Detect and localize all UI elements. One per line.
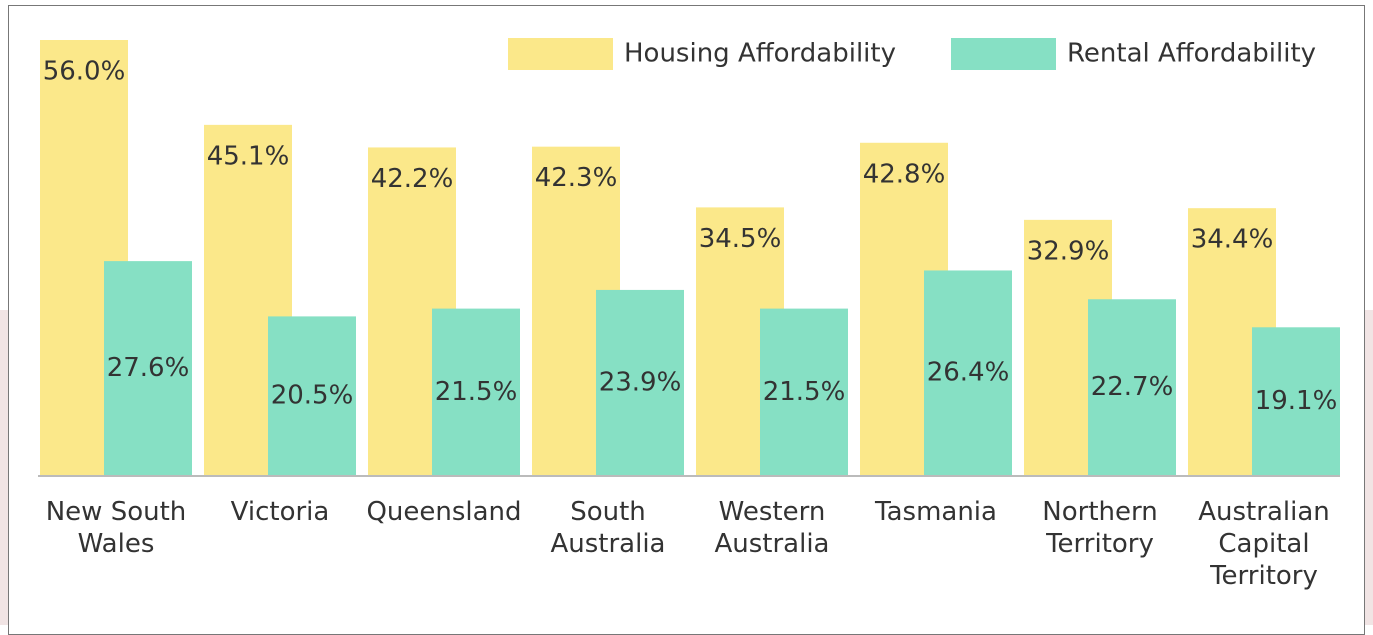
bar (760, 308, 848, 476)
value-label: 34.5% (699, 224, 782, 254)
value-label: 42.2% (371, 164, 454, 194)
bar (1252, 327, 1340, 476)
x-tick-label: Australian Capital Territory (1198, 497, 1330, 591)
x-tick-label: Victoria (230, 497, 330, 527)
x-tick-label: Northern Territory (1042, 497, 1158, 559)
x-tick-label: Tasmania (875, 497, 997, 527)
value-label: 42.3% (535, 163, 618, 193)
value-label: 42.8% (863, 159, 946, 189)
background-strip (0, 310, 8, 625)
legend-label: Rental Affordability (1067, 39, 1316, 69)
legend-swatch (951, 38, 1056, 70)
value-label: 45.1% (207, 141, 290, 171)
value-label: 20.5% (271, 381, 354, 411)
value-label: 21.5% (435, 377, 518, 407)
value-label: 19.1% (1255, 386, 1338, 416)
bar (268, 316, 356, 476)
x-tick-label: Queensland (366, 497, 522, 527)
legend-label: Housing Affordability (624, 39, 896, 69)
bar (924, 270, 1012, 476)
background-strip (1365, 310, 1373, 625)
value-label: 23.9% (599, 367, 682, 397)
x-tick-label: Western Australia (714, 497, 830, 559)
x-tick-label: New South Wales (45, 497, 187, 559)
bar (1088, 299, 1176, 476)
value-label: 27.6% (107, 353, 190, 383)
legend-swatch (508, 38, 613, 70)
x-tick-label: South Australia (550, 497, 666, 559)
value-label: 34.4% (1191, 225, 1274, 255)
bar (432, 308, 520, 476)
value-label: 22.7% (1091, 372, 1174, 402)
value-label: 32.9% (1027, 236, 1110, 266)
value-label: 56.0% (43, 57, 126, 87)
value-label: 26.4% (927, 358, 1010, 388)
bar (596, 289, 684, 476)
value-label: 21.5% (763, 377, 846, 407)
bar (104, 261, 192, 476)
